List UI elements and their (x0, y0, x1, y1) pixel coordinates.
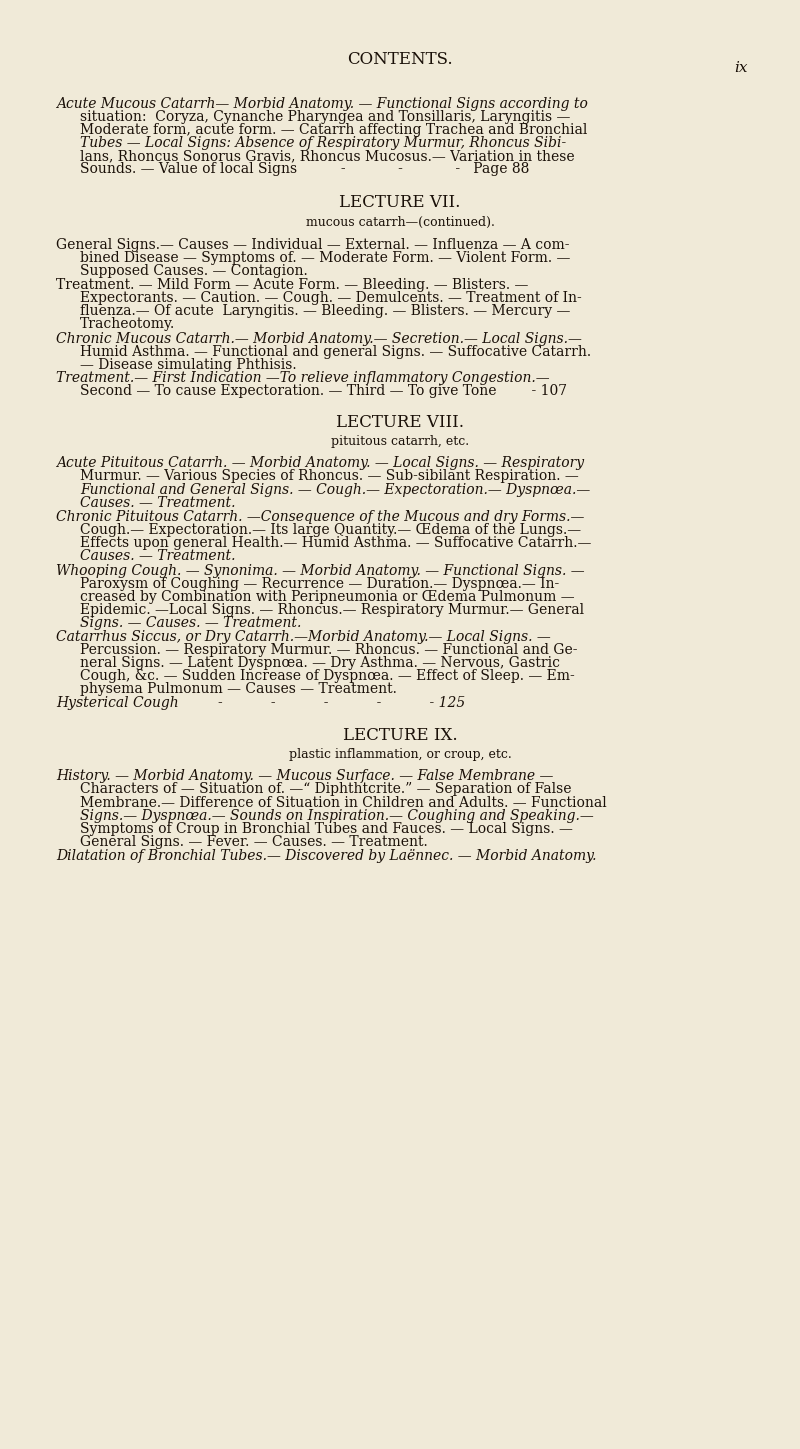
Text: ix: ix (734, 61, 748, 75)
Text: Causes. — Treatment.: Causes. — Treatment. (80, 549, 235, 564)
Text: General Signs. — Fever. — Causes. — Treatment.: General Signs. — Fever. — Causes. — Trea… (80, 835, 428, 849)
Text: plastic inflammation, or croup, etc.: plastic inflammation, or croup, etc. (289, 748, 511, 761)
Text: Sounds. — Value of local Signs          -            -            -   Page 88: Sounds. — Value of local Signs - - - Pag… (80, 162, 530, 177)
Text: Acute Pituitous Catarrh. — Morbid Anatomy. — Local Signs. — Respiratory: Acute Pituitous Catarrh. — Morbid Anatom… (56, 456, 584, 471)
Text: Catarrhus Siccus, or Dry Catarrh.—Morbid Anatomy.— Local Signs. —: Catarrhus Siccus, or Dry Catarrh.—Morbid… (56, 630, 550, 645)
Text: Murmur. — Various Species of Rhoncus. — Sub-sibilant Respiration. —: Murmur. — Various Species of Rhoncus. — … (80, 469, 578, 484)
Text: Supposed Causes. — Contagion.: Supposed Causes. — Contagion. (80, 264, 308, 278)
Text: Moderate form, acute form. — Catarrh affecting Trachea and Bronchial: Moderate form, acute form. — Catarrh aff… (80, 123, 587, 138)
Text: Chronic Pituitous Catarrh. —Consequence of the Mucous and dry Forms.—: Chronic Pituitous Catarrh. —Consequence … (56, 510, 584, 525)
Text: neral Signs. — Latent Dyspnœa. — Dry Asthma. — Nervous, Gastric: neral Signs. — Latent Dyspnœa. — Dry Ast… (80, 656, 560, 671)
Text: Effects upon general Health.— Humid Asthma. — Suffocative Catarrh.—: Effects upon general Health.— Humid Asth… (80, 536, 591, 551)
Text: Whooping Cough. — Synonima. — Morbid Anatomy. — Functional Signs. —: Whooping Cough. — Synonima. — Morbid Ana… (56, 564, 585, 578)
Text: Second — To cause Expectoration. — Third — To give Tone        - 107: Second — To cause Expectoration. — Third… (80, 384, 567, 398)
Text: Expectorants. — Caution. — Cough. — Demulcents. — Treatment of In-: Expectorants. — Caution. — Cough. — Demu… (80, 291, 582, 306)
Text: Acute Mucous Catarrh— Morbid Anatomy. — Functional Signs according to: Acute Mucous Catarrh— Morbid Anatomy. — … (56, 97, 588, 112)
Text: fluenza.— Of acute  Laryngitis. — Bleeding. — Blisters. — Mercury —: fluenza.— Of acute Laryngitis. — Bleedin… (80, 304, 570, 319)
Text: Dilatation of Bronchial Tubes.— Discovered by Laënnec. — Morbid Anatomy.: Dilatation of Bronchial Tubes.— Discover… (56, 849, 597, 864)
Text: Signs. — Causes. — Treatment.: Signs. — Causes. — Treatment. (80, 616, 302, 630)
Text: situation:  Coryza, Cynanche Pharyngea and Tonsillaris, Laryngitis —: situation: Coryza, Cynanche Pharyngea an… (80, 110, 570, 125)
Text: Cough.— Expectoration.— Its large Quantity.— Œdema of the Lungs.—: Cough.— Expectoration.— Its large Quanti… (80, 523, 581, 538)
Text: Treatment.— First Indication —To relieve inflammatory Congestion.—: Treatment.— First Indication —To relieve… (56, 371, 550, 385)
Text: lans, Rhoncus Sonorus Gravis, Rhoncus Mucosus.— Variation in these: lans, Rhoncus Sonorus Gravis, Rhoncus Mu… (80, 149, 574, 164)
Text: Symptoms of Croup in Bronchial Tubes and Fauces. — Local Signs. —: Symptoms of Croup in Bronchial Tubes and… (80, 822, 573, 836)
Text: Hysterical Cough         -           -           -           -           - 125: Hysterical Cough - - - - - 125 (56, 696, 466, 710)
Text: History. — Morbid Anatomy. — Mucous Surface. — False Membrane —: History. — Morbid Anatomy. — Mucous Surf… (56, 769, 554, 784)
Text: — Disease simulating Phthisis.: — Disease simulating Phthisis. (80, 358, 297, 372)
Text: Causes. — Treatment.: Causes. — Treatment. (80, 496, 235, 510)
Text: LECTURE VII.: LECTURE VII. (339, 194, 461, 212)
Text: CONTENTS.: CONTENTS. (347, 51, 453, 68)
Text: LECTURE VIII.: LECTURE VIII. (336, 414, 464, 432)
Text: Tracheotomy.: Tracheotomy. (80, 317, 175, 332)
Text: physema Pulmonum — Causes — Treatment.: physema Pulmonum — Causes — Treatment. (80, 682, 397, 697)
Text: Chronic Mucous Catarrh.— Morbid Anatomy.— Secretion.— Local Signs.—: Chronic Mucous Catarrh.— Morbid Anatomy.… (56, 332, 582, 346)
Text: LECTURE IX.: LECTURE IX. (342, 727, 458, 745)
Text: bined Disease — Symptoms of. — Moderate Form. — Violent Form. —: bined Disease — Symptoms of. — Moderate … (80, 251, 570, 265)
Text: Percussion. — Respiratory Murmur. — Rhoncus. — Functional and Ge-: Percussion. — Respiratory Murmur. — Rhon… (80, 643, 578, 658)
Text: Epidemic. —Local Signs. — Rhoncus.— Respiratory Murmur.— General: Epidemic. —Local Signs. — Rhoncus.— Resp… (80, 603, 584, 617)
Text: Functional and General Signs. — Cough.— Expectoration.— Dyspnœa.—: Functional and General Signs. — Cough.— … (80, 483, 590, 497)
Text: Signs.— Dyspnœa.— Sounds on Inspiration.— Coughing and Speaking.—: Signs.— Dyspnœa.— Sounds on Inspiration.… (80, 809, 594, 823)
Text: Humid Asthma. — Functional and general Signs. — Suffocative Catarrh.: Humid Asthma. — Functional and general S… (80, 345, 591, 359)
Text: Characters of — Situation of. —“ Diphthtcrite.” — Separation of False: Characters of — Situation of. —“ Diphtht… (80, 782, 571, 797)
Text: Cough, &c. — Sudden Increase of Dyspnœa. — Effect of Sleep. — Em-: Cough, &c. — Sudden Increase of Dyspnœa.… (80, 669, 574, 684)
Text: Paroxysm of Coughing — Recurrence — Duration.— Dyspnœa.— In-: Paroxysm of Coughing — Recurrence — Dura… (80, 577, 559, 591)
Text: Membrane.— Difference of Situation in Children and Adults. — Functional: Membrane.— Difference of Situation in Ch… (80, 796, 606, 810)
Text: mucous catarrh—(continued).: mucous catarrh—(continued). (306, 216, 494, 229)
Text: Treatment. — Mild Form — Acute Form. — Bleeding. — Blisters. —: Treatment. — Mild Form — Acute Form. — B… (56, 278, 528, 293)
Text: Tubes — Local Signs: Absence of Respiratory Murmur, Rhoncus Sibi-: Tubes — Local Signs: Absence of Respirat… (80, 136, 566, 151)
Text: creased by Combination with Peripneumonia or Œdema Pulmonum —: creased by Combination with Peripneumoni… (80, 590, 574, 604)
Text: pituitous catarrh, etc.: pituitous catarrh, etc. (331, 435, 469, 448)
Text: General Signs.— Causes — Individual — External. — Influenza — A com-: General Signs.— Causes — Individual — Ex… (56, 238, 570, 252)
